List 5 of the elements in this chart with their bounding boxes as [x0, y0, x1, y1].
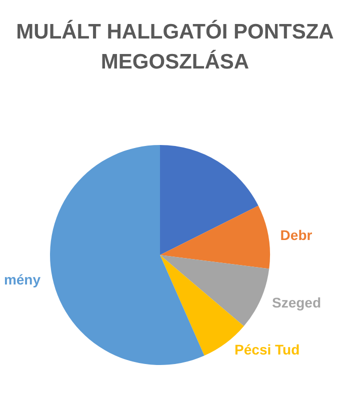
- slice-label: Debr: [280, 227, 313, 244]
- slice-label: Pécsi Tud: [234, 342, 300, 358]
- slice-label: mény: [4, 271, 41, 288]
- chart-title: MULÁLT HALLGATÓI PONTSZA MEGOSZLÁSA: [16, 20, 334, 74]
- slice-label: Szeged: [272, 294, 322, 311]
